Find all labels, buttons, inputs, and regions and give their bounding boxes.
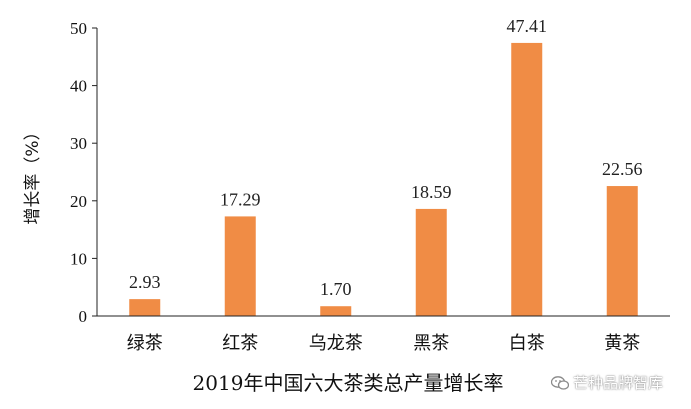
data-label: 22.56 xyxy=(602,159,643,179)
data-label: 2.93 xyxy=(129,272,161,292)
y-axis-label: 增长率（%） xyxy=(23,123,43,224)
x-category-label: 红茶 xyxy=(222,333,258,354)
y-tick-label: 30 xyxy=(70,134,87,153)
wechat-icon xyxy=(551,375,569,390)
bar xyxy=(129,299,161,316)
y-tick-label: 40 xyxy=(70,77,87,96)
y-axis: 0 10 20 30 40 50 xyxy=(70,19,98,326)
watermark: 芒种品牌智库 xyxy=(551,372,663,393)
x-category-label: 白茶 xyxy=(509,333,545,354)
x-category-label: 黑茶 xyxy=(413,333,449,354)
y-tick-label: 0 xyxy=(79,307,88,326)
watermark-text: 芒种品牌智库 xyxy=(573,374,664,392)
y-tick-label: 50 xyxy=(70,19,87,38)
data-label: 18.59 xyxy=(411,182,452,202)
x-category-label: 黄茶 xyxy=(604,333,640,354)
chart-title: 2019年中国六大茶类总产量增长率 xyxy=(193,371,504,395)
y-tick-label: 20 xyxy=(70,192,87,211)
data-label: 47.41 xyxy=(507,16,548,36)
bar xyxy=(415,208,447,316)
value-labels: 2.93 17.29 1.70 18.59 47.41 22.56 xyxy=(129,16,643,299)
x-category-label: 绿茶 xyxy=(127,333,163,354)
bar xyxy=(511,42,543,317)
data-label: 17.29 xyxy=(220,189,261,209)
x-category-label: 乌龙茶 xyxy=(309,333,363,354)
data-label: 1.70 xyxy=(320,279,352,299)
bars xyxy=(129,42,638,317)
y-tick-label: 10 xyxy=(70,249,87,268)
bar xyxy=(606,186,638,316)
x-axis: 绿茶 红茶 乌龙茶 黑茶 白茶 黄茶 xyxy=(97,315,670,354)
bar xyxy=(224,216,256,316)
bar xyxy=(320,306,352,316)
